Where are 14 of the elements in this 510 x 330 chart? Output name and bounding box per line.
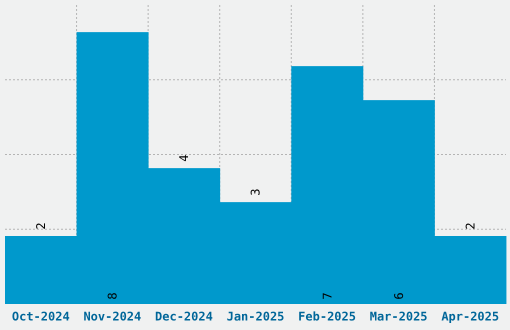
x-tick-label: Feb-2025: [298, 310, 356, 324]
data-label: 4: [177, 154, 192, 162]
x-tick-label: Apr-2025: [441, 310, 500, 324]
x-tick-label: Dec-2024: [155, 310, 213, 324]
x-tick-label: Mar-2025: [370, 310, 428, 324]
data-label: 8: [106, 292, 120, 300]
data-label: 7: [320, 292, 334, 300]
data-label: 6: [392, 292, 406, 300]
x-tick-label: Jan-2025: [226, 310, 284, 324]
data-label: 2: [34, 222, 48, 230]
data-label: 2: [463, 222, 478, 230]
x-tick-label: Oct-2024: [12, 310, 70, 324]
x-tick-label: Nov-2024: [83, 310, 142, 324]
data-label: 3: [248, 188, 263, 196]
